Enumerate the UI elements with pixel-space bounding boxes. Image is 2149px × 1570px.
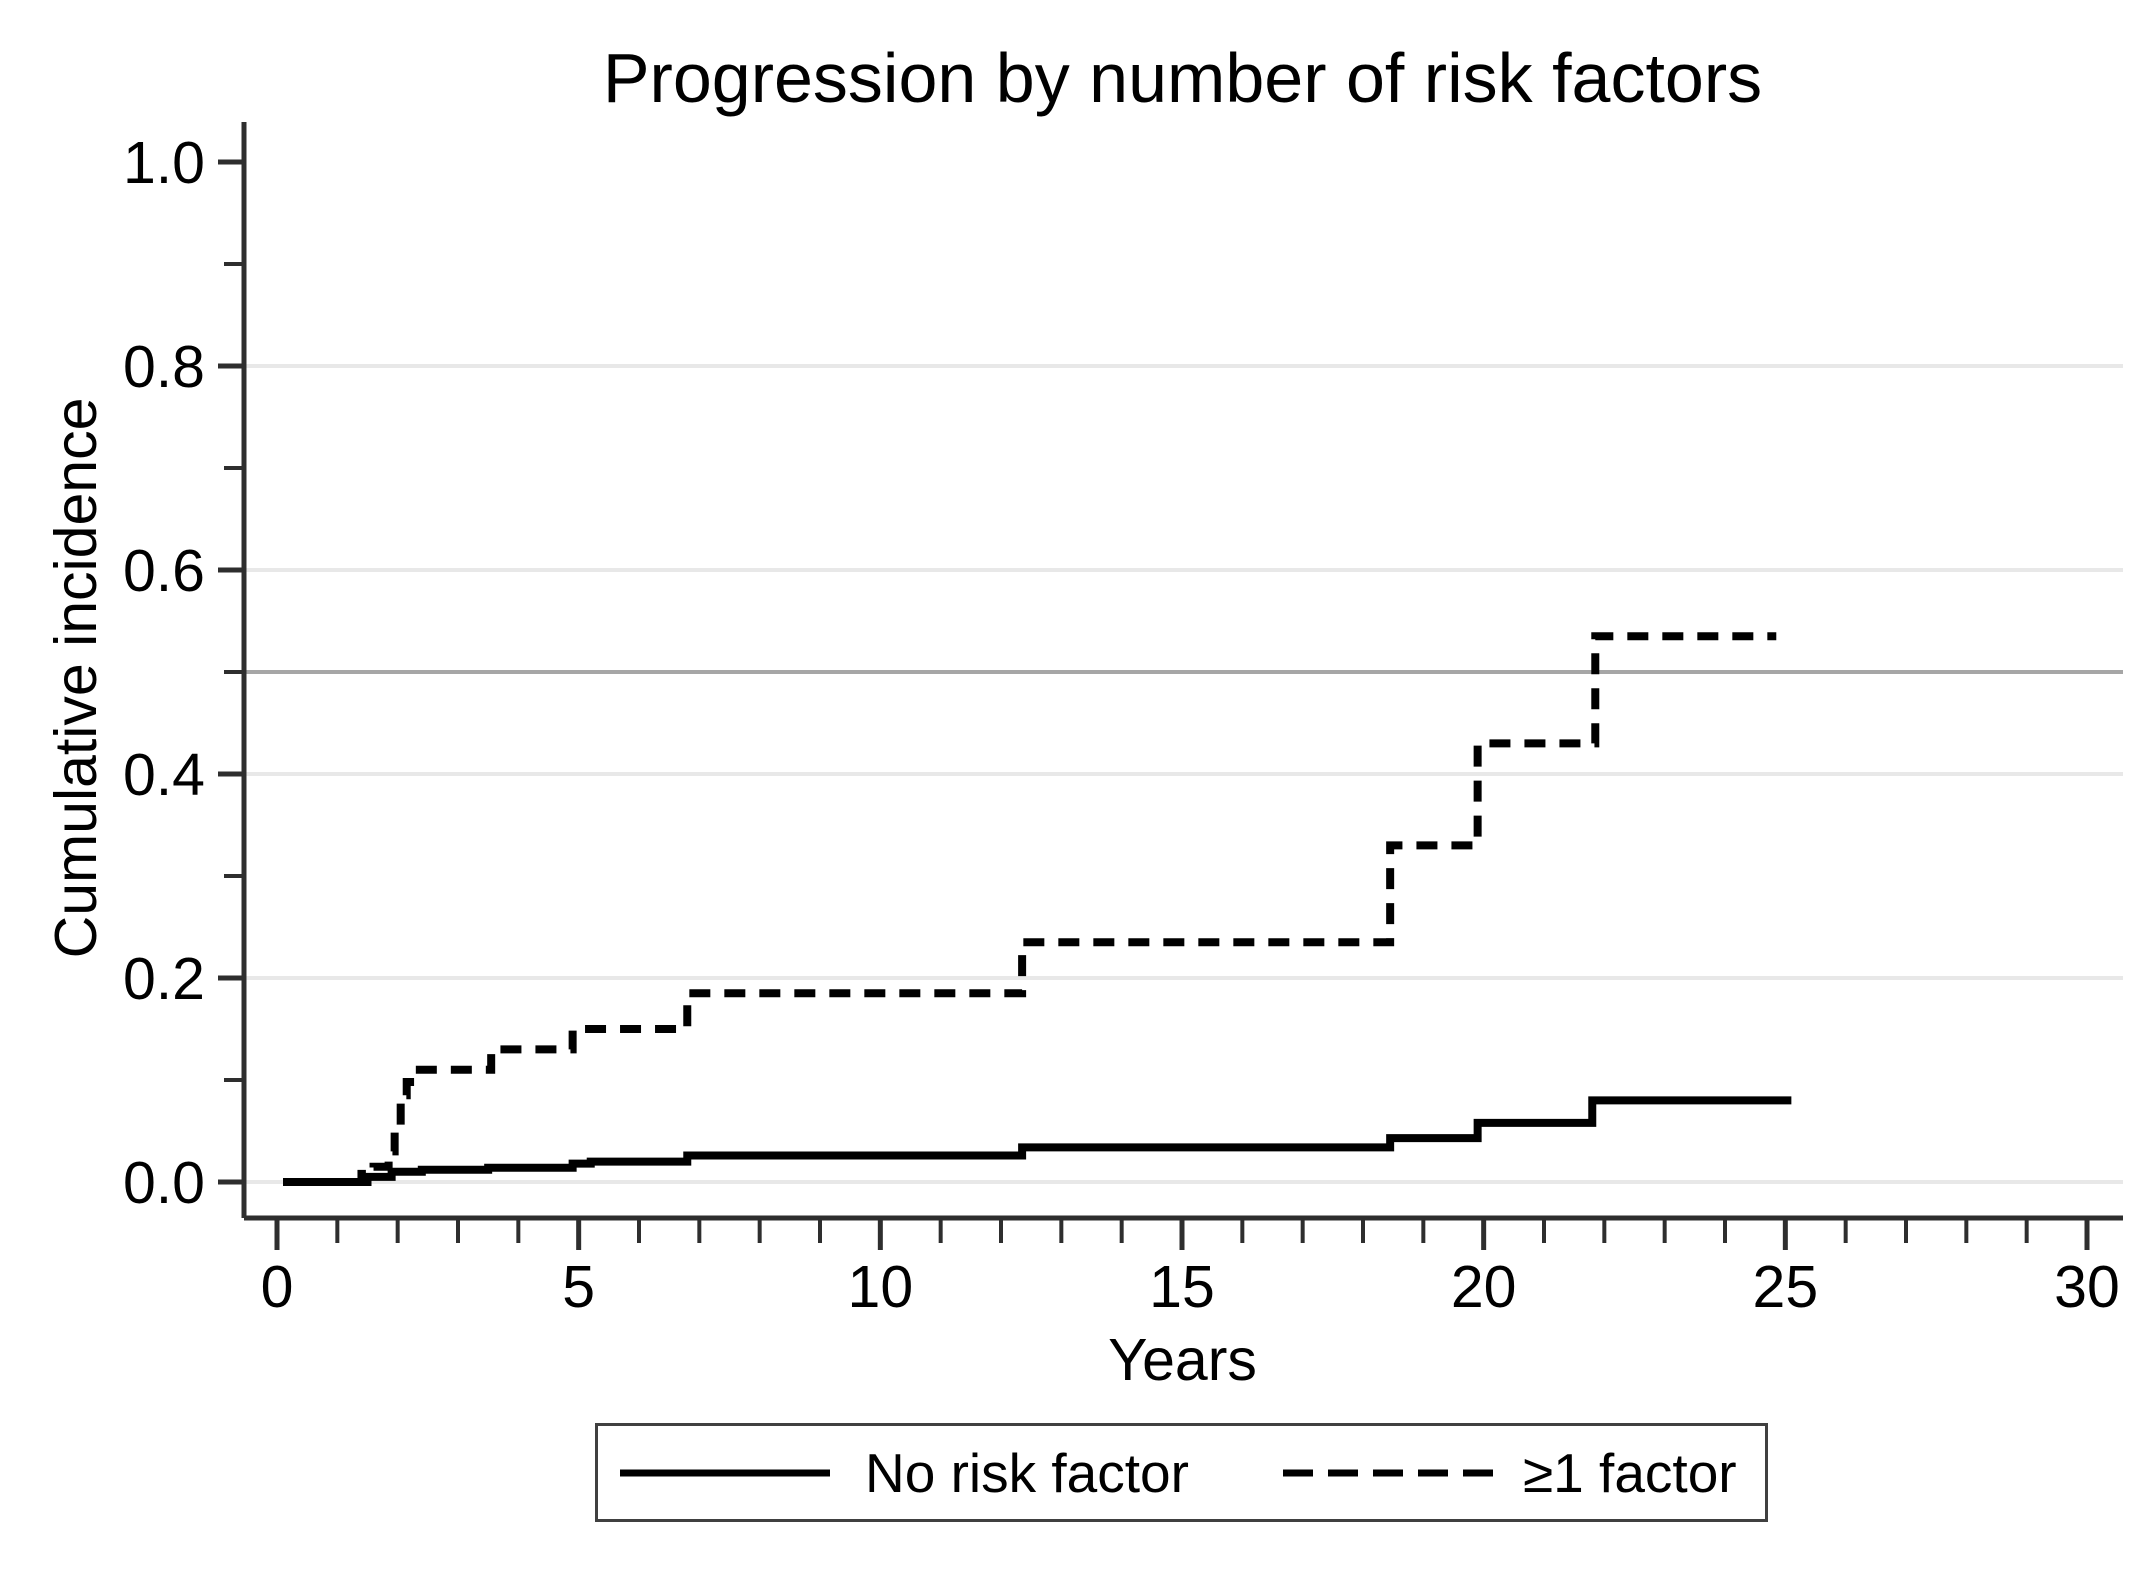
x-tick-label-25: 25 (1753, 1254, 1819, 1320)
x-tick-label-20: 20 (1451, 1254, 1517, 1320)
curve-ge1-factor (283, 632, 1777, 1186)
x-tick-label-5: 5 (562, 1254, 595, 1320)
x-axis-title: Years (1108, 1327, 1257, 1393)
y-tick-label-1.0: 1.0 (123, 130, 205, 196)
x-tick-label-15: 15 (1149, 1254, 1215, 1320)
chart-title: Progression by number of risk factors (602, 39, 1763, 117)
x-tick-label-10: 10 (848, 1254, 914, 1320)
y-tick-label-0.8: 0.8 (123, 334, 205, 400)
legend-label-ge1-factor: ≥1 factor (1523, 1441, 1737, 1504)
y-tick-label-0.2: 0.2 (123, 946, 205, 1012)
legend-label-no-risk-factor: No risk factor (865, 1441, 1189, 1504)
x-tick-label-30: 30 (2054, 1254, 2120, 1320)
y-axis-title: Cumulative incidence (43, 397, 109, 959)
legend-solid-line-swatch (620, 1469, 830, 1476)
legend-dashed-line-swatch (1283, 1469, 1493, 1476)
curve-no-risk-factor (283, 1096, 1792, 1186)
y-tick-label-0.4: 0.4 (123, 742, 205, 808)
x-tick-label-0: 0 (261, 1254, 294, 1320)
y-tick-label-0.0: 0.0 (123, 1150, 205, 1216)
legend: No risk factor ≥1 factor (595, 1423, 1768, 1522)
y-tick-label-0.6: 0.6 (123, 538, 205, 604)
